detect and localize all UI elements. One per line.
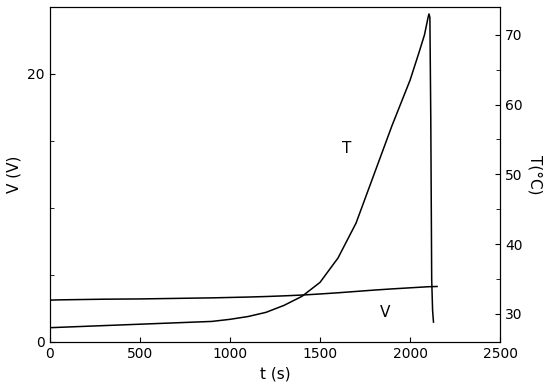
- Text: V: V: [379, 305, 390, 320]
- Y-axis label: V (V): V (V): [7, 156, 22, 193]
- X-axis label: t (s): t (s): [260, 366, 290, 381]
- Text: T: T: [341, 141, 351, 156]
- Y-axis label: T(°C): T(°C): [527, 154, 542, 194]
